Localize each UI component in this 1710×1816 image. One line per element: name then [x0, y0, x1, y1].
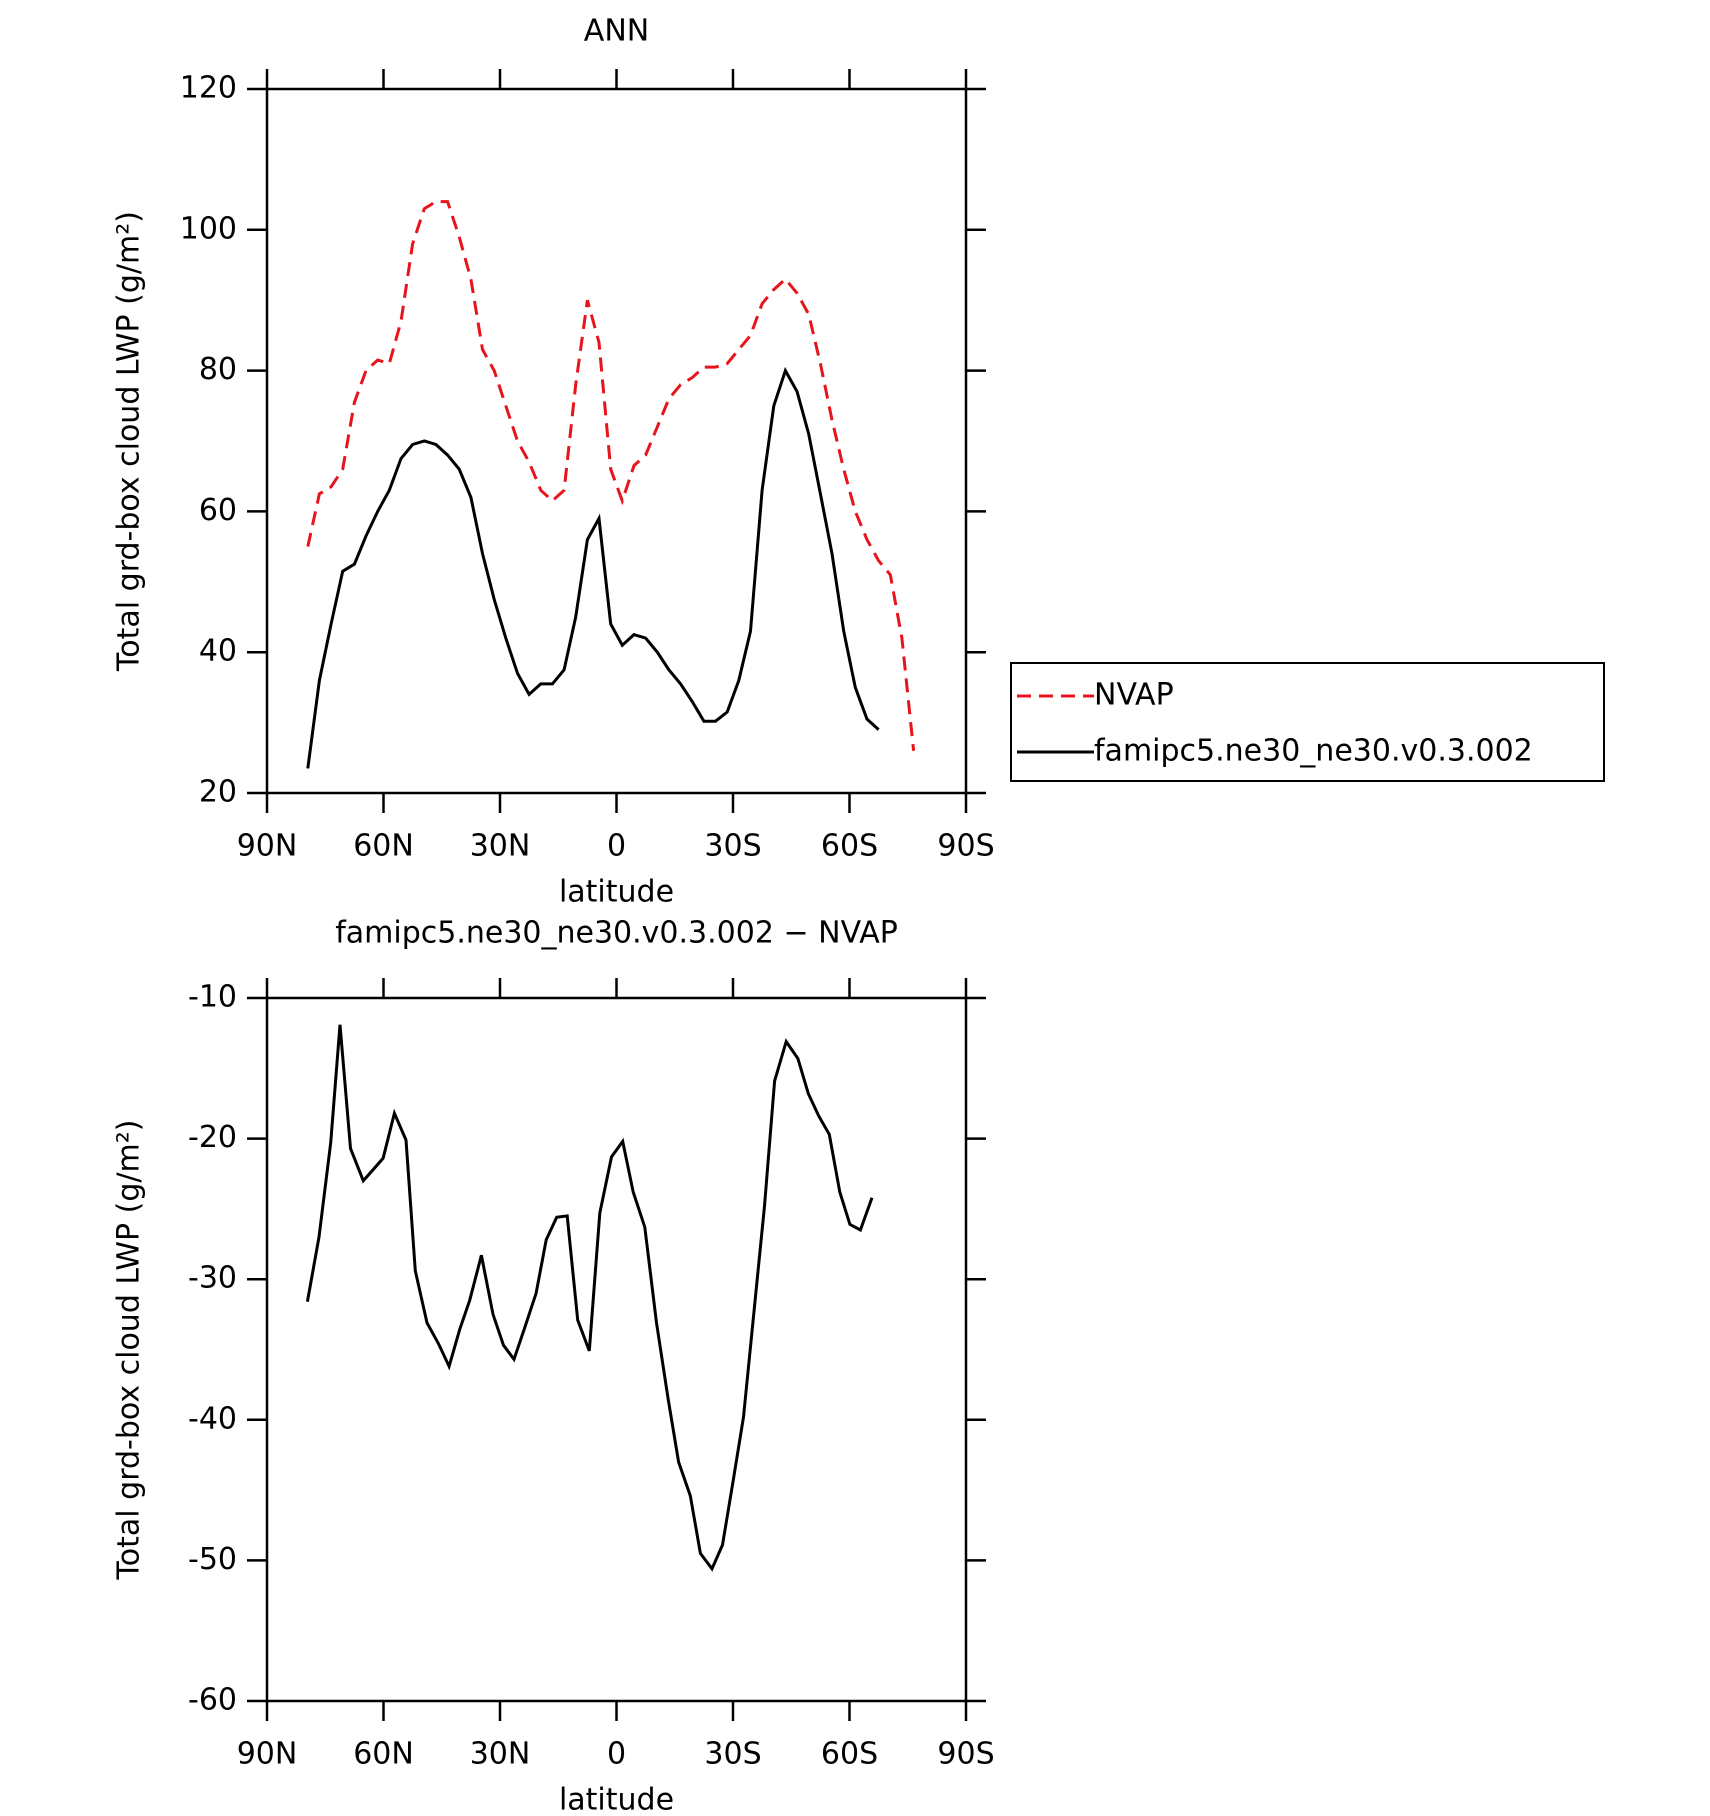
x-tick-label: 30N: [470, 1737, 531, 1772]
y-tick-label: 20: [199, 775, 237, 810]
y-tick-label: 60: [199, 493, 237, 528]
y-tick-label: 100: [180, 211, 237, 246]
y-tick-label: 40: [199, 634, 237, 669]
data-line: [306, 200, 916, 751]
y-tick-label: -10: [188, 980, 237, 1015]
legend-box: [1010, 662, 1605, 782]
x-tick-label: 30N: [470, 829, 531, 864]
x-tick-label: 30S: [704, 829, 761, 864]
legend-label: NVAP: [1094, 678, 1174, 713]
data-line: [305, 1024, 874, 1572]
y-tick-label: -30: [188, 1261, 237, 1296]
x-tick-label: 0: [607, 829, 626, 864]
x-tick-label: 90S: [937, 829, 994, 864]
plot-frame: [265, 87, 968, 795]
chart-title: famipc5.ne30_ne30.v0.3.002 − NVAP: [335, 916, 898, 951]
x-axis-label: latitude: [559, 1783, 674, 1816]
y-axis-label: Total grd-box cloud LWP (g/m²): [112, 1120, 147, 1581]
data-line: [306, 366, 880, 769]
plot-frame: [265, 996, 968, 1703]
y-tick-label: 80: [199, 352, 237, 387]
y-tick-label: -50: [188, 1542, 237, 1577]
y-axis-label: Total grd-box cloud LWP (g/m²): [112, 211, 147, 672]
x-tick-label: 60N: [353, 1737, 414, 1772]
x-tick-label: 90N: [237, 1737, 298, 1772]
x-tick-label: 60S: [821, 829, 878, 864]
x-tick-label: 90S: [937, 1737, 994, 1772]
x-tick-label: 60N: [353, 829, 414, 864]
x-axis-label: latitude: [559, 875, 674, 910]
y-tick-label: -60: [188, 1683, 237, 1718]
x-tick-label: 30S: [704, 1737, 761, 1772]
legend-label: famipc5.ne30_ne30.v0.3.002: [1094, 734, 1533, 769]
y-tick-label: -20: [188, 1120, 237, 1155]
x-tick-label: 90N: [237, 829, 298, 864]
x-tick-label: 0: [607, 1737, 626, 1772]
x-tick-label: 60S: [821, 1737, 878, 1772]
y-tick-label: 120: [180, 71, 237, 106]
chart-title: ANN: [584, 14, 649, 49]
y-tick-label: -40: [188, 1401, 237, 1436]
